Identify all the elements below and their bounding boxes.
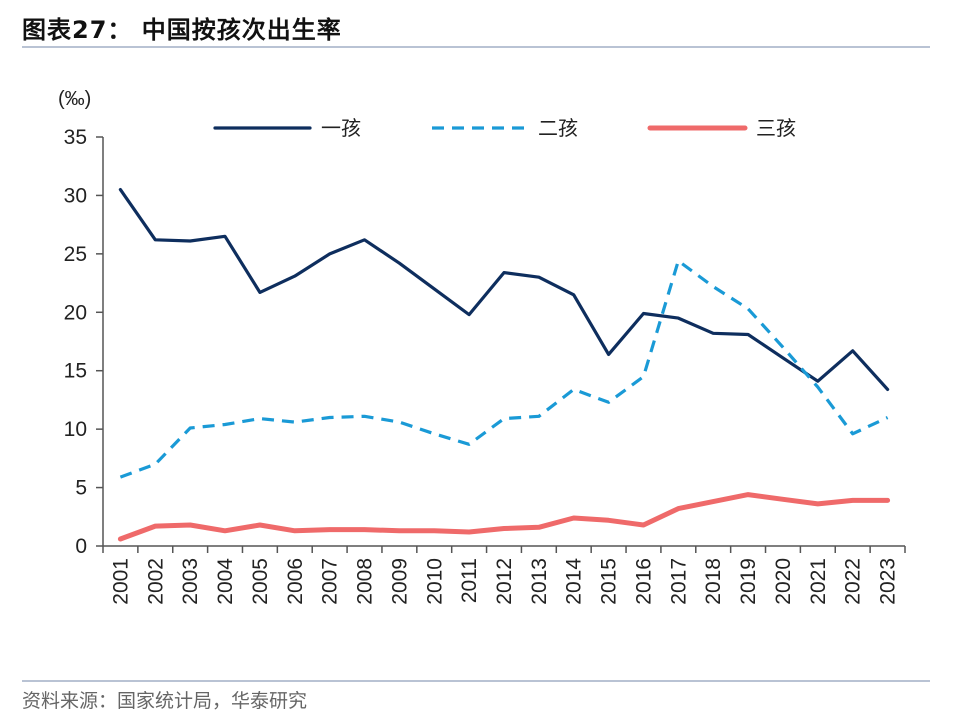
chart-title: 图表27： 中国按孩次出生率 [22,16,342,44]
x-tick-label: 2014 [563,558,586,605]
footer-divider [22,680,930,682]
legend-label-3: 三孩 [756,116,796,140]
legend-label-2: 二孩 [538,116,578,140]
x-tick-label: 2013 [528,558,551,605]
x-tick-label: 2009 [388,558,411,605]
y-tick-label: 25 [64,243,87,266]
y-tick-label: 20 [64,301,87,324]
x-tick-label: 2022 [842,558,865,605]
x-tick-label: 2023 [877,558,900,605]
y-tick-label: 5 [75,477,87,500]
y-tick-label: 30 [64,184,87,207]
series-line-3 [117,492,891,542]
x-tick-label: 2003 [179,558,202,605]
series-line-1 [118,188,890,391]
x-tick-label: 2020 [772,558,795,605]
x-tick-label: 2012 [493,558,516,605]
y-tick-label: 15 [64,360,87,383]
y-tick-label: 0 [75,535,87,558]
x-tick-label: 2019 [737,558,760,605]
line-chart: (‰) 0 5 10 15 20 25 30 35 2001 2002 2003 2004 2005 200… [58,88,906,605]
x-tick-label: 2017 [667,558,690,605]
x-tick-label: 2015 [598,558,621,605]
x-tick-label: 2005 [249,558,272,605]
y-tick-label: 35 [64,126,87,149]
series-line-2 [119,259,889,479]
x-tick-label: 2010 [423,558,446,605]
x-tick-label: 2007 [319,558,342,605]
x-tick-label: 2018 [702,558,725,605]
x-tick-label: 2016 [632,558,655,605]
x-tick-label: 2011 [458,558,481,603]
y-axis-unit-label: (‰) [58,88,91,110]
source-note: 资料来源：国家统计局，华泰研究 [22,690,308,712]
x-tick-label: 2004 [214,558,237,605]
legend-label-1: 一孩 [321,116,361,140]
x-tick-label: 2021 [807,558,830,605]
x-tick-label: 2008 [354,558,377,605]
y-tick-label: 10 [64,418,87,441]
x-tick-label: 2002 [144,558,167,605]
title-divider [22,46,930,48]
x-tick-label: 2001 [109,558,132,605]
x-tick-label: 2006 [284,558,307,605]
